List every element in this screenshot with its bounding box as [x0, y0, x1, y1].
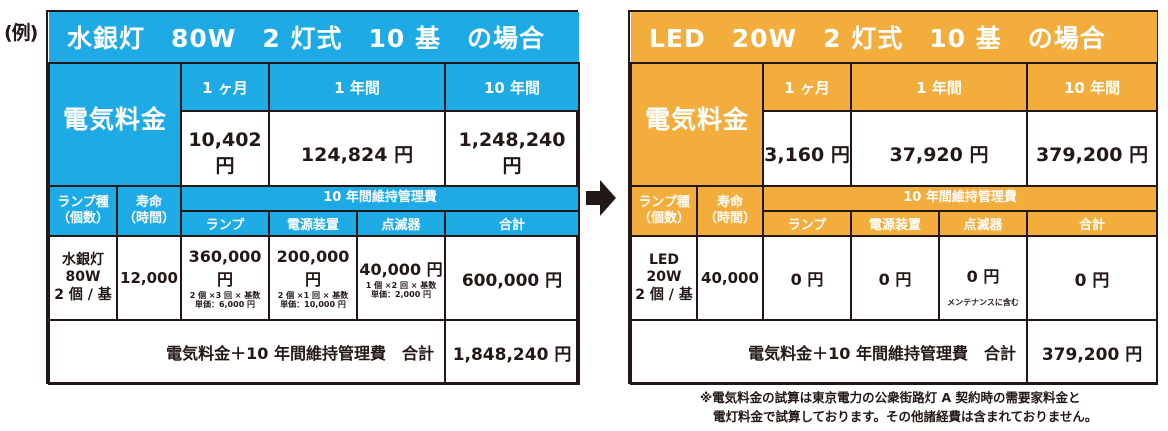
- lamp-type-header: ランプ種 （個数）: [630, 185, 698, 237]
- lamp-name: LED 20W 2 個 / 基: [630, 235, 698, 321]
- led-table: LED 20W 2 灯式 10 基 の場合 電気料金 1 ヶ月 1 年間 10 …: [628, 10, 1159, 385]
- switch-cost: 40,000 円 1 個 ×2 回 × 基数 単価：2,000 円: [356, 235, 446, 321]
- right-arrow-icon: [586, 180, 616, 216]
- total-header: 合計: [443, 210, 581, 237]
- period-year: 1 年間: [850, 62, 1028, 112]
- maintenance-total: 600,000 円: [443, 235, 581, 321]
- period-ten-years: 10 年間: [443, 62, 581, 112]
- mercury-lamp-table: 水銀灯 80W 2 灯式 10 基 の場合 電気料金 1 ヶ月 1 年間 10 …: [46, 10, 581, 385]
- footnote-line-1: ※電気料金の試算は東京電力の公衆街路灯 A 契約時の需要家料金と: [700, 390, 1081, 405]
- ballast-cost: 200,000 円 2 個 ×1 回 × 基数 単価：10,000 円: [268, 235, 358, 321]
- sum-label: 電気料金＋10 年間維持管理費 合計: [630, 319, 1028, 385]
- footnote-line-2: 電灯料金で試算しております。その他諸経費は含まれておりません。: [713, 409, 1098, 424]
- period-month: 1 ヶ月: [762, 62, 852, 112]
- total-header: 合計: [1025, 210, 1159, 237]
- lamp-life: 12,000: [116, 235, 182, 321]
- example-label: (例): [4, 22, 38, 44]
- electricity-label: 電気料金: [48, 62, 182, 187]
- ballast-header: 電源装置: [850, 210, 940, 237]
- switch-cost: 0 円 メンテナンスに含む: [938, 235, 1028, 321]
- life-header: 寿命 （時間）: [696, 185, 764, 237]
- sum-value: 379,200 円: [1025, 319, 1159, 385]
- sum-label: 電気料金＋10 年間維持管理費 合計: [48, 319, 446, 385]
- electricity-month: 10,402 円: [180, 110, 270, 187]
- footnote: ※電気料金の試算は東京電力の公衆街路灯 A 契約時の需要家料金と 電灯料金で試算…: [700, 388, 1097, 426]
- lamp-header: ランプ: [180, 210, 270, 237]
- life-header: 寿命 （時間）: [116, 185, 182, 237]
- lamp-life: 40,000: [696, 235, 764, 321]
- lamp-cost: 0 円: [762, 235, 852, 321]
- electricity-ten-years: 379,200 円: [1025, 110, 1159, 187]
- period-month: 1 ヶ月: [180, 62, 270, 112]
- lamp-header: ランプ: [762, 210, 852, 237]
- lamp-name: 水銀灯 80W 2 個 / 基: [48, 235, 118, 321]
- electricity-year: 37,920 円: [850, 110, 1028, 187]
- lamp-type-header: ランプ種 （個数）: [48, 185, 118, 237]
- lamp-cost: 360,000 円 2 個 ×3 回 × 基数 単価：6,000 円: [180, 235, 270, 321]
- maintenance-total: 0 円: [1025, 235, 1159, 321]
- switch-header: 点滅器: [938, 210, 1028, 237]
- switch-header: 点滅器: [356, 210, 446, 237]
- ballast-header: 電源装置: [268, 210, 358, 237]
- led-title: LED 20W 2 灯式 10 基 の場合: [631, 12, 1158, 64]
- period-year: 1 年間: [268, 62, 446, 112]
- sum-value: 1,848,240 円: [443, 319, 581, 385]
- electricity-ten-years: 1,248,240 円: [443, 110, 581, 187]
- electricity-year: 124,824 円: [268, 110, 446, 187]
- electricity-label: 電気料金: [630, 62, 764, 187]
- maintenance-header: 10 年間維持管理費: [761, 185, 1159, 212]
- period-ten-years: 10 年間: [1025, 62, 1159, 112]
- ballast-cost: 0 円: [850, 235, 940, 321]
- electricity-month: 3,160 円: [762, 110, 852, 187]
- maintenance-header: 10 年間維持管理費: [179, 185, 581, 212]
- mercury-title: 水銀灯 80W 2 灯式 10 基 の場合: [49, 12, 580, 64]
